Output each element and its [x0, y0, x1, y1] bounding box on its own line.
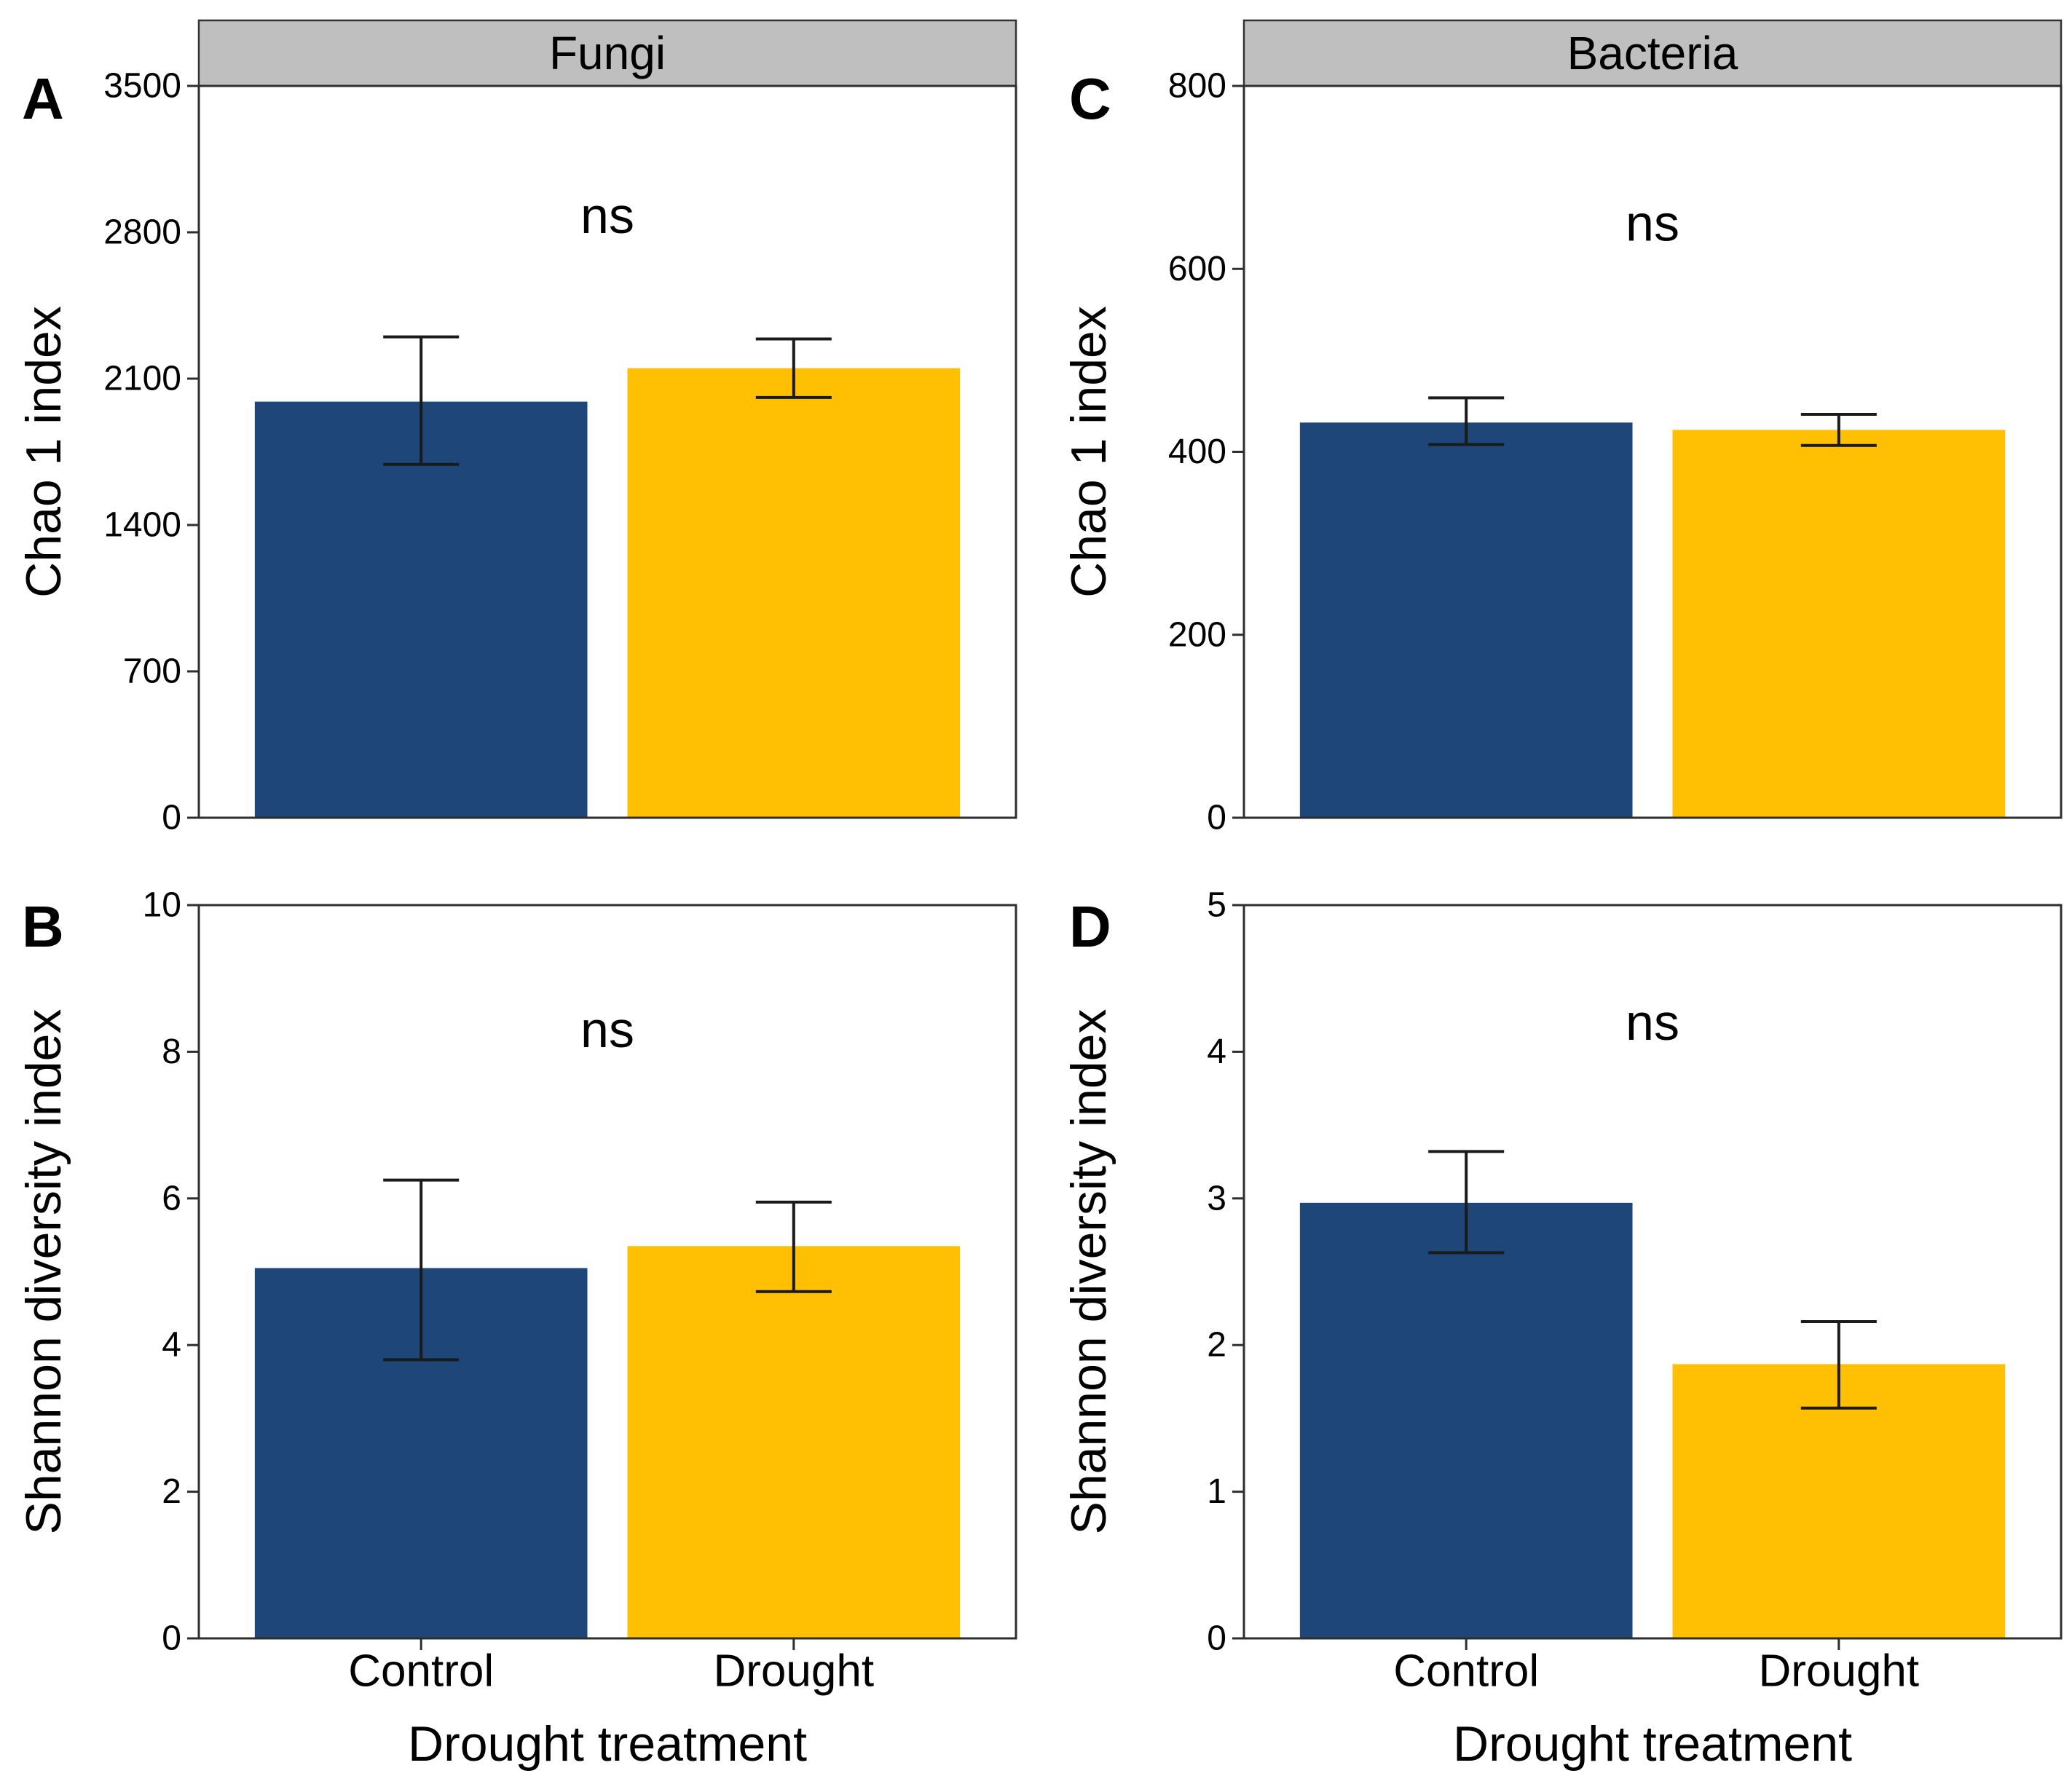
x-axis-title: Drought treatment	[1453, 1716, 1852, 1772]
x-tick-label: Control	[1393, 1646, 1539, 1697]
errorbar-control	[383, 335, 460, 466]
panel-letter: C	[1069, 66, 1111, 131]
x-tick-label: Drought	[1759, 1646, 1920, 1697]
errorbar-control	[1428, 1150, 1505, 1255]
errorbar-drought	[755, 1200, 832, 1293]
plot-border	[197, 84, 1017, 819]
errorbar-drought	[1800, 1319, 1877, 1410]
y-tick-label: 10	[143, 886, 181, 925]
y-tick-label: 1	[1207, 1472, 1226, 1511]
bar-drought	[627, 368, 961, 818]
y-tick-label: 600	[1168, 250, 1226, 288]
bar-drought	[1672, 430, 2006, 818]
facet-strip	[197, 19, 1017, 87]
y-tick-label: 0	[162, 1619, 181, 1658]
y-tick-label: 2	[162, 1472, 181, 1511]
y-tick-label: 6	[162, 1179, 181, 1217]
y-tick-label: 2800	[103, 213, 181, 252]
facet-strip	[1242, 19, 2063, 87]
y-axis-title: Shannon diversity index	[16, 1009, 71, 1534]
significance-label: ns	[1626, 194, 1679, 251]
panel-letter: D	[1069, 894, 1111, 959]
bar-control	[1299, 1202, 1633, 1638]
y-tick-label: 5	[1207, 886, 1226, 925]
y-axis-title: Chao 1 index	[1061, 306, 1116, 598]
panel-letter: A	[22, 66, 64, 131]
bar-drought	[1672, 1364, 2006, 1638]
errorbar-drought	[755, 337, 832, 399]
y-tick-label: 800	[1168, 67, 1226, 106]
panel-C: Bacteria ns 0 200 400 600 800 Chao 1 index C	[1061, 19, 2063, 837]
bar-control	[1299, 422, 1633, 818]
panel-letter: B	[22, 894, 64, 959]
y-tick-label: 3500	[103, 67, 181, 106]
y-tick-label: 3	[1207, 1179, 1226, 1217]
errorbar-control	[383, 1178, 460, 1362]
y-axis-title: Chao 1 index	[16, 306, 71, 598]
y-tick-label: 200	[1168, 615, 1226, 654]
y-tick-label: 0	[162, 799, 181, 837]
bar-control	[254, 401, 588, 818]
y-tick-label: 0	[1207, 799, 1226, 837]
y-tick-label: 2	[1207, 1326, 1226, 1365]
y-tick-label: 4	[162, 1326, 181, 1365]
errorbar-control	[1428, 396, 1505, 446]
x-axis-title: Drought treatment	[408, 1716, 807, 1772]
y-tick-label: 0	[1207, 1619, 1226, 1658]
facet-title: Bacteria	[1567, 27, 1738, 79]
panel-B: ns 0 2 4 6 8 10 Control Drought Drought treatment…	[16, 886, 1017, 1772]
significance-label: ns	[580, 1001, 634, 1058]
significance-label: ns	[1626, 994, 1679, 1051]
y-tick-label: 4	[1207, 1033, 1226, 1071]
y-tick-label: 2100	[103, 360, 181, 398]
x-tick-label: Drought	[714, 1646, 875, 1697]
panel-D: ns 0 1 2 3 4 5 Control Drought Drought treatment S…	[1061, 886, 2063, 1772]
significance-label: ns	[580, 187, 634, 244]
y-tick-label: 1400	[103, 506, 181, 545]
plot-border	[1242, 904, 2063, 1640]
y-tick-label: 700	[123, 652, 181, 691]
y-tick-label: 8	[162, 1033, 181, 1071]
plot-border	[197, 904, 1017, 1640]
errorbar-drought	[1800, 412, 1877, 447]
facet-title: Fungi	[549, 27, 666, 79]
y-axis-title: Shannon diversity index	[1061, 1009, 1116, 1534]
x-tick-label: Control	[348, 1646, 494, 1697]
bar-drought	[627, 1246, 961, 1638]
y-tick-label: 400	[1168, 433, 1226, 471]
panel-A: Fungi ns 0 700 1400 2100 2800 3500 Chao 1 index A	[16, 19, 1017, 837]
